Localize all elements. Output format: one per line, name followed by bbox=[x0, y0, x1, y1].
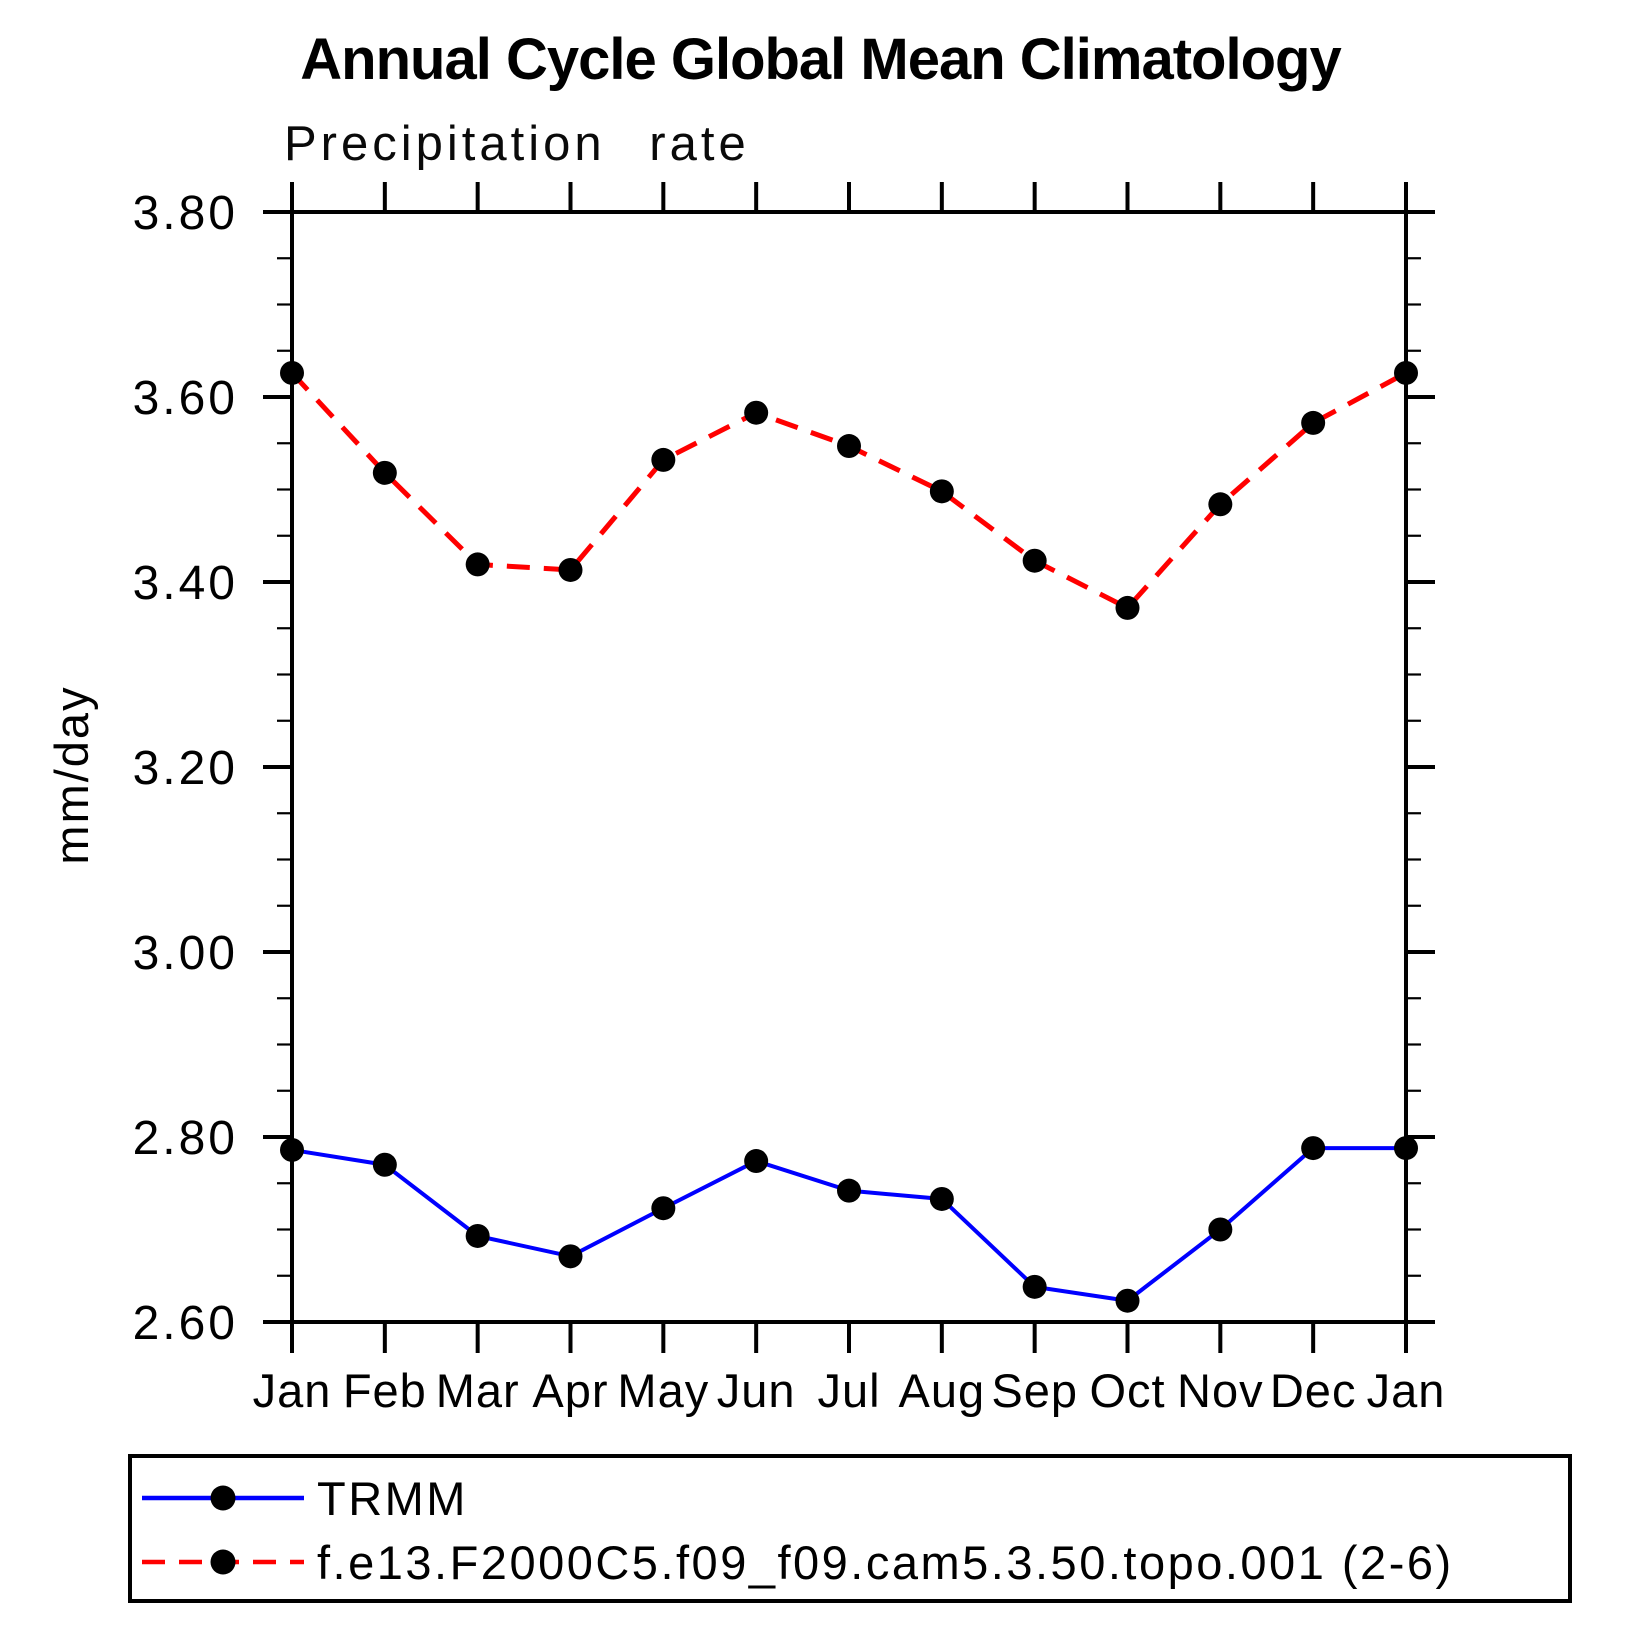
series-line-0 bbox=[291, 1146, 1406, 1303]
y-tick-label: 3.00 bbox=[133, 927, 238, 980]
data-point-marker bbox=[465, 552, 490, 577]
plot-frame bbox=[290, 210, 1408, 1324]
y-tick-label: 2.80 bbox=[133, 1112, 238, 1165]
legend-label-model: f.e13.F2000C5.f09_f09.cam5.3.50.topo.001… bbox=[317, 1535, 1454, 1589]
data-point-marker bbox=[929, 479, 954, 504]
y-tick-label: 3.20 bbox=[133, 742, 238, 795]
data-point-marker bbox=[651, 1196, 676, 1221]
legend-swatch-model bbox=[142, 1549, 304, 1575]
x-tick-label: Dec bbox=[1270, 1364, 1357, 1417]
data-point-marker bbox=[1208, 492, 1233, 517]
legend-marker bbox=[210, 1485, 236, 1511]
data-point-marker bbox=[837, 434, 861, 459]
axes bbox=[263, 182, 1435, 1353]
x-tick-label: Sep bbox=[991, 1364, 1078, 1417]
data-point-marker bbox=[744, 400, 769, 425]
x-tick-label: Jan bbox=[1367, 1364, 1446, 1417]
data-point-marker bbox=[1115, 595, 1140, 620]
y-tick-label: 3.60 bbox=[133, 372, 238, 425]
data-point-marker bbox=[372, 460, 397, 485]
data-point-marker bbox=[1208, 1217, 1233, 1242]
legend-marker bbox=[210, 1549, 236, 1575]
data-series bbox=[280, 360, 1418, 1313]
y-tick-label: 3.80 bbox=[133, 187, 238, 240]
data-point-marker bbox=[1115, 1288, 1140, 1313]
y-tick-label: 2.60 bbox=[133, 1297, 238, 1350]
data-point-marker bbox=[837, 1178, 861, 1203]
data-point-marker bbox=[558, 1244, 583, 1269]
data-point-marker bbox=[280, 1137, 304, 1162]
data-point-marker bbox=[465, 1223, 490, 1248]
x-tick-label: Aug bbox=[899, 1364, 986, 1417]
data-point-marker bbox=[744, 1149, 769, 1174]
data-point-marker bbox=[651, 447, 676, 472]
x-tick-label: Nov bbox=[1177, 1364, 1264, 1417]
data-point-marker bbox=[1394, 1136, 1418, 1161]
x-tick-label: Oct bbox=[1089, 1364, 1165, 1417]
data-point-marker bbox=[1022, 1274, 1047, 1299]
data-point-marker bbox=[1301, 1136, 1326, 1161]
x-tick-label: May bbox=[617, 1364, 709, 1417]
data-point-marker bbox=[1301, 410, 1326, 435]
legend-item-trmm: TRMM bbox=[137, 1470, 468, 1526]
x-tick-label: Apr bbox=[532, 1364, 608, 1417]
series-line-1 bbox=[290, 370, 1408, 611]
x-tick-label: Mar bbox=[436, 1364, 520, 1417]
y-axis-label: mm/day bbox=[45, 685, 98, 864]
legend: TRMM f.e13.F2000C5.f09_f09.cam5.3.50.top… bbox=[128, 1454, 1572, 1603]
x-tick-label: Jul bbox=[817, 1364, 880, 1417]
plot-subtitle: Precipitation rate bbox=[284, 117, 750, 171]
data-point-marker bbox=[929, 1186, 954, 1211]
legend-label-trmm: TRMM bbox=[317, 1471, 468, 1525]
page-title: Annual Cycle Global Mean Climatology bbox=[300, 27, 1341, 92]
legend-item-model: f.e13.F2000C5.f09_f09.cam5.3.50.topo.001… bbox=[137, 1534, 1454, 1590]
x-tick-label: Jun bbox=[717, 1364, 796, 1417]
data-point-marker bbox=[1022, 548, 1047, 573]
data-point-marker bbox=[1394, 360, 1418, 385]
data-point-marker bbox=[372, 1152, 397, 1177]
legend-swatch-trmm bbox=[142, 1485, 304, 1511]
x-tick-label: Feb bbox=[343, 1364, 427, 1417]
data-point-marker bbox=[558, 557, 583, 582]
x-tick-label: Jan bbox=[253, 1364, 332, 1417]
data-point-marker bbox=[280, 360, 304, 385]
y-tick-label: 3.40 bbox=[133, 557, 238, 610]
